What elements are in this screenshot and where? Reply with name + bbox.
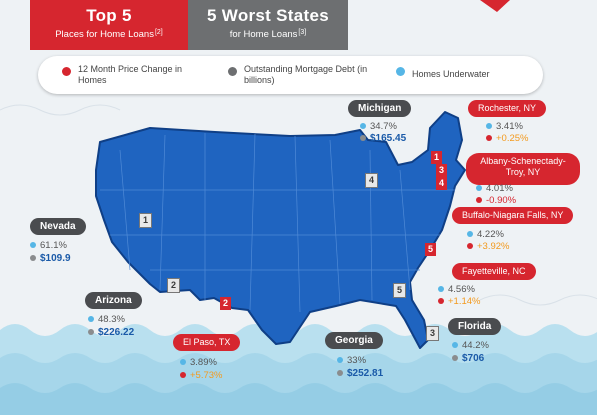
michigan-rank-marker: 4 <box>365 173 378 188</box>
legend-mortgage-debt: Outstanding Mortgage Debt (in billions) <box>244 64 368 85</box>
fayetteville-label: Fayetteville, NC <box>452 263 536 280</box>
state-borders <box>100 133 455 313</box>
georgia-debt: $252.81 <box>337 368 383 380</box>
el-paso-label: El Paso, TX <box>173 334 241 351</box>
georgia-underwater: 33% <box>337 355 366 367</box>
michigan-label: Michigan <box>348 100 412 117</box>
buffalo-change: +3.92% <box>467 241 510 253</box>
albany-label: Albany-Schenectady-Troy, NY <box>466 153 580 185</box>
el-paso-rank-marker: 2 <box>220 297 231 310</box>
michigan-underwater: 34.7% <box>360 121 397 133</box>
georgia-rank-marker: 5 <box>393 283 406 298</box>
buffalo-rank-marker: 4 <box>436 177 447 190</box>
worst-states-header: 5 Worst States for Home Loans[3] <box>188 0 348 50</box>
legend-underwater: Homes Underwater <box>412 69 490 79</box>
nevada-debt: $109.9 <box>30 253 71 265</box>
florida-rank-marker: 3 <box>426 326 439 341</box>
arizona-label: Arizona <box>85 292 142 309</box>
rochester-rank-marker: 1 <box>431 151 442 164</box>
rochester-underwater: 3.41% <box>486 121 523 133</box>
buffalo-underwater: 4.22% <box>467 229 504 241</box>
florida-underwater: 44.2% <box>452 340 489 352</box>
albany-change: -0.90% <box>476 195 516 207</box>
underwater-dot <box>396 67 405 76</box>
worst-states-title: 5 Worst States <box>207 6 329 25</box>
arizona-underwater: 48.3% <box>88 314 125 326</box>
buffalo-label: Buffalo-Niagara Falls, NY <box>452 207 574 224</box>
el-paso-change: +5.73% <box>180 370 223 382</box>
arizona-debt: $226.22 <box>88 327 134 339</box>
fayetteville-underwater: 4.56% <box>438 284 475 296</box>
us-map-shape <box>95 111 466 349</box>
price-change-dot <box>62 67 71 76</box>
top-places-subtitle: Places for Home Loans[2] <box>55 29 163 40</box>
top-places-title: Top 5 <box>86 6 132 25</box>
albany-rank-marker: 3 <box>436 164 447 177</box>
nevada-underwater: 61.1% <box>30 240 67 252</box>
mortgage-debt-dot <box>228 67 237 76</box>
fayetteville-change: +1.14% <box>438 296 481 308</box>
legend-price-change: 12 Month Price Change in Homes <box>78 64 183 85</box>
el-paso-underwater: 3.89% <box>180 357 217 369</box>
nevada-label: Nevada <box>30 218 86 235</box>
georgia-label: Georgia <box>325 332 383 349</box>
rochester-label: Rochester, NY <box>468 100 547 117</box>
arizona-rank-marker: 2 <box>167 278 180 293</box>
fayetteville-rank-marker: 5 <box>425 243 436 256</box>
legend: 12 Month Price Change in Homes Outstandi… <box>38 56 543 94</box>
florida-debt: $706 <box>452 353 484 365</box>
nevada-rank-marker: 1 <box>139 213 152 228</box>
rochester-change: +0.25% <box>486 133 529 145</box>
albany-underwater: 4.01% <box>476 183 513 195</box>
worst-states-subtitle: for Home Loans[3] <box>229 29 307 40</box>
florida-label: Florida <box>448 318 502 335</box>
michigan-debt: $165.45 <box>360 133 406 145</box>
top-places-header: Top 5 Places for Home Loans[2] <box>30 0 188 50</box>
